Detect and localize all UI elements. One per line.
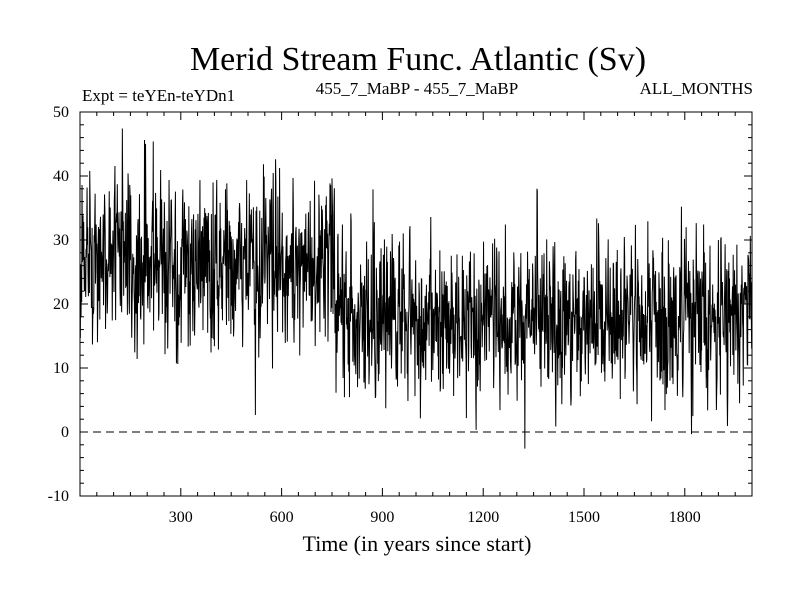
x-tick-label: 1800 xyxy=(669,509,701,526)
x-tick-label: 900 xyxy=(370,509,394,526)
x-tick-label: 1200 xyxy=(467,509,499,526)
y-tick-label: 40 xyxy=(53,168,69,185)
x-tick-label: 300 xyxy=(169,509,193,526)
period-label: 455_7_MaBP - 455_7_MaBP xyxy=(316,79,518,98)
y-tick-label: 20 xyxy=(53,296,69,313)
x-axis-label: Time (in years since start) xyxy=(303,531,532,556)
x-tick-label: 600 xyxy=(270,509,294,526)
plot-area xyxy=(80,128,752,449)
x-tick-label: 1500 xyxy=(568,509,600,526)
y-tick-label: 10 xyxy=(53,360,69,377)
y-tick-label: 30 xyxy=(53,232,69,249)
y-tick-label: -10 xyxy=(48,488,69,505)
experiment-label: Expt = teYEn-teYDn1 xyxy=(82,86,235,105)
months-label: ALL_MONTHS xyxy=(640,79,753,98)
y-tick-label: 0 xyxy=(61,424,69,441)
series-line-0 xyxy=(80,128,752,449)
chart-title: Merid Stream Func. Atlantic (Sv) xyxy=(190,41,646,78)
axes: -10 0 10 20 30 40 50 300 600 900 1200 1500 1800 xyxy=(48,104,753,526)
y-tick-label: 50 xyxy=(53,104,69,121)
